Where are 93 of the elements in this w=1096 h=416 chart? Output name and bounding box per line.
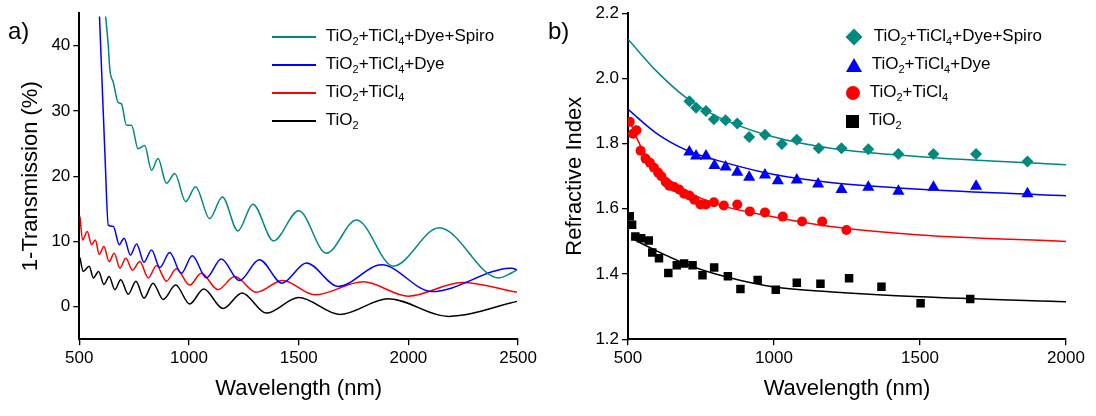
point	[708, 197, 719, 208]
point	[877, 282, 886, 291]
point	[892, 148, 905, 161]
x-tick-label: 1000	[170, 348, 208, 368]
point	[862, 143, 875, 156]
point	[758, 167, 772, 179]
legend-label: TiO$_{2}$+TiCl$_{4}$	[325, 82, 405, 104]
point	[648, 248, 657, 257]
point	[664, 268, 673, 278]
point	[790, 173, 803, 184]
x-axis-title: Wavelength (nm)	[215, 374, 383, 400]
y-tick-label: 2.2	[595, 2, 620, 22]
point	[771, 285, 781, 294]
point	[732, 199, 743, 210]
x-tick-label: 500	[613, 348, 643, 368]
point	[723, 272, 733, 281]
point	[709, 263, 719, 272]
point	[817, 216, 828, 227]
point	[797, 216, 808, 227]
legend-label: TiO$_{2}$+TiCl$_{4}$+Dye+Spiro	[873, 26, 1042, 48]
point	[679, 259, 689, 268]
point	[816, 279, 825, 289]
chart-title: b)	[548, 17, 570, 46]
point	[835, 182, 848, 194]
x-tick-label: 1500	[901, 348, 939, 368]
point	[708, 158, 721, 169]
point	[892, 184, 905, 195]
point	[719, 160, 732, 171]
legend-label: TiO$_{2}$+TiCl$_{4}$	[869, 82, 949, 104]
y-tick-label: 20	[51, 165, 71, 185]
legend-label: TiO$_{2}$	[868, 110, 902, 132]
y-tick-label: 40	[51, 35, 71, 55]
legend-label: TiO$_{2}$+TiCl$_{4}$+Dye+Spiro	[325, 26, 495, 48]
point	[970, 148, 983, 161]
point	[731, 165, 744, 176]
point	[698, 271, 707, 280]
y-tick-label: 1.8	[595, 133, 620, 153]
point	[916, 299, 925, 308]
point	[718, 200, 729, 211]
point	[631, 125, 642, 136]
point	[635, 145, 646, 156]
legend-label: TiO$_{2}$	[325, 110, 359, 132]
point	[731, 117, 744, 130]
x-tick-label: 500	[65, 348, 94, 368]
point	[758, 128, 771, 141]
legend-label: TiO$_{2}$+TiCl$_{4}$+Dye	[325, 54, 445, 76]
point	[1021, 186, 1034, 198]
y-tick-label: 1.2	[595, 328, 620, 348]
point	[759, 207, 770, 218]
point	[688, 260, 697, 270]
x-axis-title: Wavelength (nm)	[763, 374, 931, 400]
point	[736, 284, 745, 294]
chart-title: a)	[8, 17, 30, 46]
point	[835, 142, 848, 155]
legend-label: TiO$_{2}$+TiCl$_{4}$+Dye	[871, 54, 991, 76]
x-tick-label: 2000	[389, 348, 428, 368]
y-tick-label: 10	[51, 231, 71, 251]
y-tick-label: 1.4	[595, 263, 620, 283]
y-axis-title: 1-Transmission (%)	[17, 81, 43, 272]
point	[1021, 155, 1034, 168]
point	[970, 179, 983, 190]
point	[644, 236, 654, 245]
line-series	[79, 215, 518, 297]
point	[777, 211, 788, 222]
y-tick-label: 30	[51, 100, 71, 120]
point	[743, 170, 756, 181]
point	[743, 131, 756, 144]
y-tick-label: 0	[60, 296, 71, 316]
point	[707, 113, 720, 126]
y-tick-label: 1.6	[595, 198, 620, 218]
point	[771, 173, 784, 185]
point	[927, 180, 940, 191]
point	[683, 95, 696, 108]
x-tick-label: 2500	[499, 348, 537, 368]
y-axis-title: Refractive Index	[561, 96, 587, 256]
point	[927, 148, 940, 161]
point	[862, 180, 875, 191]
point	[812, 177, 825, 188]
point	[690, 101, 703, 114]
point	[719, 114, 732, 127]
point	[790, 133, 803, 146]
point	[654, 254, 664, 263]
point	[841, 224, 852, 235]
x-tick-label: 2000	[1047, 348, 1085, 368]
point	[775, 137, 788, 150]
y-tick-label: 2.0	[595, 68, 620, 88]
point	[753, 275, 762, 285]
point	[812, 142, 825, 155]
line-series	[628, 108, 1066, 197]
point	[699, 105, 712, 117]
point	[744, 206, 755, 217]
x-tick-label: 1000	[755, 348, 793, 368]
x-tick-label: 1500	[279, 348, 318, 368]
